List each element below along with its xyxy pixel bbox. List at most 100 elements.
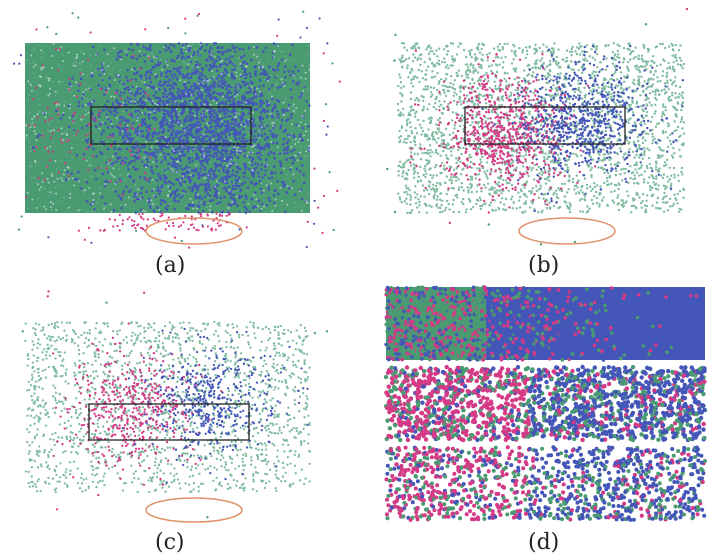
data-point	[111, 155, 114, 158]
data-point	[254, 191, 257, 194]
data-point	[46, 165, 49, 168]
data-point	[227, 206, 230, 209]
data-point	[62, 60, 64, 63]
data-point	[228, 103, 231, 107]
data-point	[299, 157, 303, 160]
data-point	[104, 183, 107, 185]
data-point	[154, 156, 158, 160]
data-point	[264, 123, 267, 126]
data-point	[101, 121, 104, 124]
data-point	[197, 87, 200, 90]
data-point	[236, 156, 240, 159]
data-point	[158, 97, 162, 100]
data-point	[238, 167, 242, 171]
data-point	[253, 124, 256, 127]
data-point	[190, 55, 193, 58]
data-point	[405, 141, 408, 144]
data-point	[258, 100, 262, 104]
data-point	[196, 124, 200, 127]
data-point	[214, 185, 217, 188]
data-point	[162, 151, 166, 155]
data-point	[161, 108, 165, 112]
data-point	[231, 84, 234, 87]
data-point	[239, 73, 242, 76]
data-point	[521, 48, 525, 52]
data-point	[300, 121, 302, 124]
data-point	[55, 208, 58, 211]
data-point	[155, 140, 158, 143]
data-point	[177, 123, 181, 126]
data-point	[399, 135, 403, 138]
data-point	[129, 150, 132, 153]
data-point	[118, 94, 122, 97]
data-point	[139, 215, 142, 218]
data-point	[248, 151, 251, 154]
data-point	[207, 157, 211, 161]
data-point	[87, 111, 90, 114]
data-point	[103, 87, 106, 89]
data-point	[200, 215, 203, 218]
data-point	[91, 45, 95, 49]
data-point	[192, 42, 195, 45]
data-point	[291, 156, 295, 159]
data-point	[118, 156, 122, 159]
data-point	[175, 56, 179, 60]
data-point	[131, 122, 135, 125]
data-point	[217, 164, 220, 168]
data-point	[188, 161, 191, 164]
data-point	[189, 197, 192, 200]
data-point	[47, 123, 50, 126]
data-point	[430, 205, 433, 208]
data-point	[191, 112, 195, 115]
data-point	[140, 160, 144, 164]
data-point	[224, 103, 228, 106]
data-point	[120, 127, 124, 130]
data-point	[504, 55, 507, 59]
data-point	[168, 121, 171, 124]
data-point	[125, 135, 129, 138]
data-point	[212, 135, 216, 138]
data-point	[81, 138, 84, 141]
data-point	[100, 152, 104, 156]
data-point	[89, 31, 92, 34]
data-point	[144, 28, 147, 31]
data-point	[208, 63, 212, 67]
data-point	[402, 113, 405, 117]
data-point	[223, 158, 226, 161]
data-point	[179, 165, 182, 168]
data-point	[221, 165, 224, 168]
data-point	[504, 208, 508, 211]
data-point	[192, 71, 196, 75]
data-point	[121, 219, 125, 222]
data-point	[248, 210, 251, 213]
data-point	[307, 64, 310, 67]
data-point	[462, 202, 465, 206]
data-point	[221, 51, 225, 54]
data-point	[270, 176, 274, 179]
data-point	[504, 197, 508, 201]
data-point	[204, 84, 207, 87]
data-point	[636, 135, 639, 139]
data-point	[35, 28, 38, 31]
data-point	[100, 196, 104, 199]
data-point	[425, 69, 428, 72]
data-point	[184, 129, 187, 132]
data-point	[401, 175, 404, 178]
data-point	[450, 181, 453, 185]
data-point	[240, 210, 243, 213]
data-point	[305, 150, 308, 153]
data-point	[495, 70, 499, 74]
data-point	[136, 42, 139, 46]
data-point	[304, 71, 307, 74]
data-point	[231, 197, 235, 200]
data-point	[429, 155, 432, 158]
data-point	[102, 130, 105, 133]
data-point	[97, 144, 100, 147]
data-point	[51, 67, 54, 69]
data-point	[521, 51, 524, 54]
data-point	[237, 67, 240, 70]
data-point	[445, 192, 448, 196]
data-point	[290, 187, 293, 190]
data-point	[138, 150, 142, 153]
data-point	[215, 154, 218, 158]
